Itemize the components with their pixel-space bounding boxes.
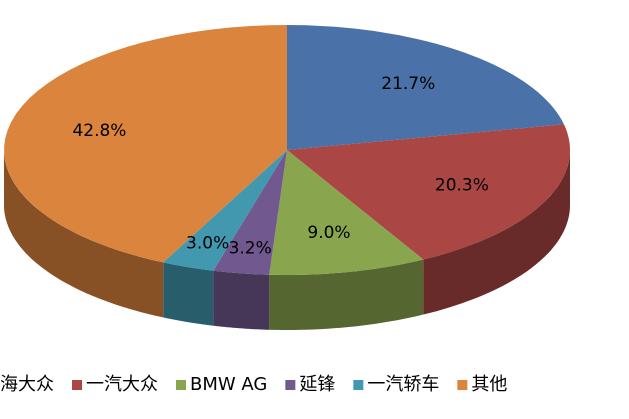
legend-label: 延锋 — [299, 374, 335, 395]
legend-label: 一汽轿车 — [367, 374, 439, 395]
slice-side-shade — [269, 259, 424, 330]
legend-label: BMW AG — [190, 374, 267, 395]
legend-swatch — [72, 380, 82, 390]
slice-side — [163, 262, 214, 326]
data-label: 42.8% — [72, 121, 126, 141]
slice — [4, 25, 287, 263]
slice-side-shade — [163, 262, 214, 326]
slice-side — [4, 150, 164, 318]
slice — [269, 150, 424, 275]
data-label: 3.0% — [186, 234, 229, 254]
legend-swatch — [285, 380, 296, 390]
slice-side — [213, 270, 270, 330]
slice — [213, 150, 287, 275]
data-label: 20.3% — [435, 175, 489, 195]
legend-label: 海大众 — [0, 374, 54, 395]
slice-side-shade — [213, 270, 270, 330]
legend-swatch — [353, 380, 364, 390]
slice — [287, 25, 564, 150]
data-label: 3.2% — [229, 239, 272, 259]
data-label: 21.7% — [381, 74, 435, 94]
legend-swatch — [457, 380, 468, 390]
slice-side — [423, 150, 570, 315]
legend-label: 一汽大众 — [86, 374, 158, 395]
slice-side-shade — [4, 150, 164, 318]
data-label: 9.0% — [307, 223, 350, 243]
slice — [287, 124, 570, 260]
slice-side-shade — [423, 150, 570, 315]
slice-side — [269, 259, 424, 330]
legend-swatch — [176, 380, 186, 390]
slice — [163, 150, 287, 271]
legend-label: 其他 — [471, 374, 507, 395]
